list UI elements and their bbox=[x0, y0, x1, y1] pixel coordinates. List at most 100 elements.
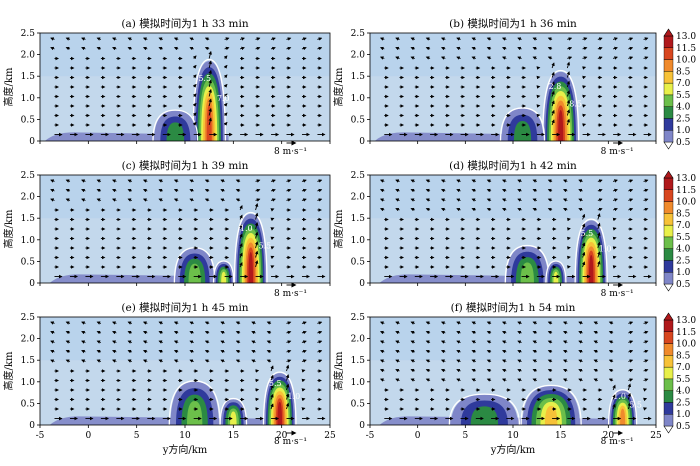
wind-vector bbox=[581, 261, 586, 268]
colorbar-bin bbox=[663, 130, 674, 143]
wind-vector bbox=[425, 330, 431, 335]
colorbar-bin bbox=[663, 224, 674, 238]
wind-vector bbox=[395, 179, 400, 183]
wind-vector bbox=[379, 198, 385, 202]
wind-vector bbox=[628, 321, 634, 325]
contour-label: 2.8 bbox=[549, 82, 562, 91]
wind-vector bbox=[532, 359, 538, 363]
x-tick-label: -5 bbox=[366, 431, 375, 441]
wind-vector bbox=[65, 37, 71, 41]
wind-vector bbox=[532, 378, 538, 382]
wind-vector bbox=[270, 227, 275, 231]
wind-vector bbox=[173, 349, 179, 354]
colorbar-level-label: 13.0 bbox=[676, 174, 696, 184]
wind-vector bbox=[223, 121, 228, 126]
wind-vector bbox=[547, 37, 553, 41]
wind-vector bbox=[239, 214, 243, 220]
colorbar-bin bbox=[663, 177, 674, 190]
wind-vector bbox=[286, 359, 292, 363]
wind-vector bbox=[285, 374, 290, 381]
wind-vector bbox=[189, 188, 194, 193]
cell-2-level-4 bbox=[553, 271, 559, 283]
reference-vector-label: 8 m·s⁻¹ bbox=[601, 437, 634, 447]
colorbar-over-triangle bbox=[663, 170, 674, 179]
wind-vector bbox=[204, 359, 210, 363]
colorbar-level-label: 5.5 bbox=[676, 375, 691, 385]
wind-vector bbox=[189, 359, 194, 363]
wind-vector bbox=[208, 50, 212, 59]
wind-vector bbox=[643, 349, 649, 354]
wind-vector bbox=[628, 359, 634, 363]
wind-vector bbox=[581, 242, 586, 249]
wind-vector bbox=[597, 222, 601, 230]
wind-vector bbox=[567, 56, 573, 60]
wind-vector bbox=[251, 359, 256, 363]
colorbar-level-label: 7.0 bbox=[676, 363, 691, 373]
colorbar-level-label: 4.0 bbox=[676, 245, 691, 255]
wind-vector bbox=[254, 231, 259, 239]
x-tick-label: -5 bbox=[36, 431, 45, 441]
wind-vector bbox=[285, 402, 290, 410]
wind-vector bbox=[395, 340, 400, 344]
wind-vector bbox=[593, 359, 599, 363]
wind-vector bbox=[612, 37, 618, 41]
wind-vector bbox=[158, 330, 163, 335]
colorbar-bin bbox=[663, 248, 674, 261]
wind-vector bbox=[270, 403, 274, 410]
wind-vector bbox=[112, 37, 117, 41]
wind-vector bbox=[456, 321, 461, 325]
wind-vector bbox=[471, 378, 476, 382]
wind-vector bbox=[643, 407, 648, 411]
wind-vector bbox=[551, 119, 555, 126]
y-tick-label: 1.0 bbox=[351, 378, 366, 388]
wind-vector bbox=[239, 252, 243, 258]
wind-vector bbox=[379, 359, 385, 363]
wind-vector bbox=[220, 188, 225, 193]
wind-vector bbox=[192, 121, 197, 126]
wind-vector bbox=[50, 359, 55, 363]
wind-vector bbox=[517, 179, 522, 183]
y-tick-label: 2.5 bbox=[351, 29, 366, 39]
wind-vector bbox=[142, 179, 148, 183]
wind-vector bbox=[286, 340, 292, 344]
wind-vector bbox=[235, 188, 241, 193]
wind-vector bbox=[563, 321, 568, 325]
wind-vector bbox=[486, 198, 492, 202]
wind-vector bbox=[593, 368, 599, 373]
wind-vector bbox=[158, 340, 163, 344]
wind-vector bbox=[142, 46, 148, 51]
wind-vector bbox=[251, 340, 256, 344]
wind-vector bbox=[582, 123, 587, 127]
wind-vector bbox=[158, 321, 163, 325]
colorbar-bin bbox=[663, 118, 674, 131]
wind-vector bbox=[547, 179, 553, 183]
wind-vector bbox=[440, 207, 446, 212]
wind-vector bbox=[379, 56, 385, 60]
wind-vector bbox=[286, 188, 292, 193]
wind-vector bbox=[440, 46, 446, 51]
wind-vector bbox=[395, 321, 400, 325]
colorbar-level-label: 1.0 bbox=[676, 410, 691, 420]
wind-vector bbox=[266, 330, 272, 335]
wind-vector bbox=[81, 37, 86, 41]
cell-1-contour bbox=[520, 384, 582, 425]
wind-vector bbox=[220, 359, 225, 363]
colorbar-bin bbox=[663, 189, 674, 202]
wind-vector bbox=[81, 321, 86, 325]
wind-vector bbox=[96, 37, 102, 41]
x-tick-label: 5 bbox=[462, 431, 468, 441]
wind-vector bbox=[395, 198, 400, 202]
wind-vector bbox=[440, 340, 446, 344]
wind-vector bbox=[547, 188, 553, 193]
contour-label: 5.5 bbox=[629, 401, 642, 410]
y-tick-label: 1.5 bbox=[21, 72, 36, 82]
wind-vector bbox=[112, 198, 117, 202]
wind-vector bbox=[643, 330, 649, 335]
wind-vector bbox=[208, 88, 212, 97]
wind-vector bbox=[551, 81, 555, 88]
wind-vector bbox=[628, 56, 634, 60]
wind-vector bbox=[440, 359, 446, 363]
wind-vector bbox=[551, 90, 555, 97]
y-tick-label: 0.5 bbox=[21, 115, 36, 125]
wind-vector bbox=[425, 188, 431, 193]
